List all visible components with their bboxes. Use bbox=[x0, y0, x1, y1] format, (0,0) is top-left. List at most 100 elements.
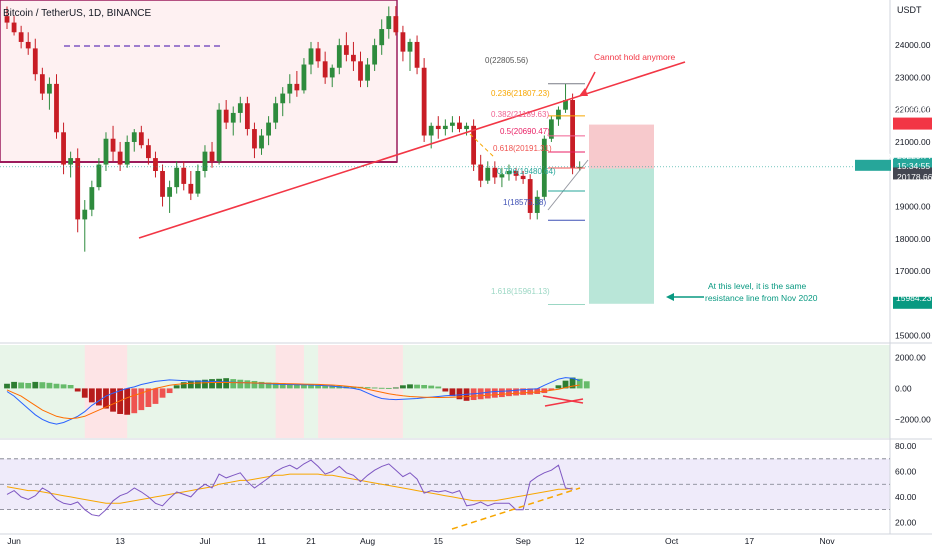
candle-body-53 bbox=[379, 29, 385, 46]
price-tick-label-4: 19000.00 bbox=[895, 201, 931, 211]
rsi-ma-line bbox=[6, 473, 573, 504]
macd-histogram-bar-0 bbox=[4, 383, 10, 389]
macd-histogram-bar-70 bbox=[499, 388, 505, 398]
candle-body-18 bbox=[131, 132, 137, 142]
candle-body-19 bbox=[138, 132, 144, 146]
macd-histogram-bar-45 bbox=[322, 385, 329, 389]
candle-body-66 bbox=[471, 125, 477, 165]
time-tick-label-0: Jun bbox=[7, 536, 21, 546]
entry-price-tag: 20178.66 bbox=[897, 172, 932, 182]
macd-histogram-bar-52 bbox=[371, 387, 378, 389]
candle-body-3 bbox=[25, 41, 31, 49]
macd-histogram-bar-59 bbox=[421, 384, 428, 389]
rsi-tick-label-2: 40.00 bbox=[895, 492, 917, 502]
macd-histogram-bar-14 bbox=[103, 388, 109, 409]
macd-histogram-bar-72 bbox=[513, 388, 519, 396]
time-tick-label-7: Sep bbox=[516, 536, 531, 546]
candle-body-16 bbox=[117, 151, 123, 165]
macd-histogram-bar-34 bbox=[244, 380, 251, 389]
macd-histogram-bar-78 bbox=[555, 385, 562, 389]
candle-body-30 bbox=[216, 109, 222, 162]
candle-body-15 bbox=[110, 138, 116, 152]
macd-histogram-bar-20 bbox=[145, 388, 152, 407]
drawing-zones bbox=[0, 0, 654, 304]
fib-1-label: 1(18575.38) bbox=[503, 198, 546, 207]
candle-body-21 bbox=[153, 158, 158, 171]
macd-histogram-bar-62 bbox=[442, 388, 449, 392]
annotation-resistance-1: At this level, it is the same bbox=[708, 281, 807, 291]
time-tick-label-8: 12 bbox=[575, 536, 585, 546]
time-tick-label-5: Aug bbox=[360, 536, 375, 546]
macd-histogram-bar-75 bbox=[534, 388, 541, 394]
macd-histogram-bar-54 bbox=[385, 387, 392, 389]
candle-body-12 bbox=[89, 187, 95, 210]
candle-body-68 bbox=[485, 167, 491, 181]
macd-histogram-bar-82 bbox=[583, 381, 590, 389]
macd-histogram-bar-41 bbox=[293, 383, 300, 389]
candle-body-28 bbox=[202, 151, 208, 171]
candle-body-60 bbox=[428, 125, 434, 136]
macd-histogram-bar-71 bbox=[506, 388, 512, 397]
candle-body-78 bbox=[556, 109, 561, 120]
currency-label: USDT bbox=[897, 5, 922, 15]
last-price-countdown: 15:34:55 bbox=[897, 161, 930, 171]
macd-histogram-bar-35 bbox=[251, 380, 258, 389]
macd-histogram-bar-53 bbox=[378, 387, 385, 389]
price-tick-label-6: 17000.00 bbox=[895, 266, 931, 276]
macd-histogram-bar-49 bbox=[350, 386, 357, 389]
candle-body-42 bbox=[301, 64, 307, 91]
candle-body-4 bbox=[32, 48, 38, 75]
macd-histogram-bar-67 bbox=[477, 388, 484, 400]
drawings bbox=[0, 45, 890, 306]
macd-histogram-bar-28 bbox=[202, 379, 208, 389]
macd-histogram-bar-19 bbox=[138, 388, 145, 411]
macd-histogram-bar-6 bbox=[46, 382, 53, 389]
candle-body-80 bbox=[570, 100, 575, 168]
macd-histogram-bar-73 bbox=[520, 388, 527, 395]
candle-body-35 bbox=[252, 129, 257, 149]
annotation-resistance-2: resistance line from Nov 2020 bbox=[705, 293, 818, 303]
macd-histogram-bar-42 bbox=[301, 384, 307, 389]
macd-histogram-bar-80 bbox=[569, 377, 576, 389]
fib-dashed-leg bbox=[469, 133, 496, 159]
macd-histogram-bar-9 bbox=[67, 384, 74, 389]
macd-histogram-bar-2 bbox=[18, 382, 25, 389]
fib-05-label: 0.5(20690.47) bbox=[500, 127, 550, 136]
macd-histogram-bar-38 bbox=[272, 382, 279, 389]
candle-body-10 bbox=[75, 158, 81, 220]
candle-body-38 bbox=[273, 103, 279, 123]
macd-histogram-bar-56 bbox=[400, 385, 406, 389]
macd-tick-label-2: −2000.00 bbox=[895, 414, 931, 424]
time-tick-label-3: 11 bbox=[257, 536, 266, 546]
macd-histogram-bar-18 bbox=[131, 388, 138, 414]
macd-histogram-bar-21 bbox=[152, 388, 159, 404]
symbol-tag-box bbox=[855, 159, 891, 171]
candles bbox=[4, 6, 583, 252]
candle-body-77 bbox=[548, 119, 554, 139]
rsi-tick-label-3: 20.00 bbox=[895, 517, 917, 527]
candle-body-20 bbox=[146, 145, 151, 159]
annotation-arrowhead bbox=[579, 88, 588, 96]
macd-histogram-bar-30 bbox=[216, 378, 222, 389]
candle-body-56 bbox=[400, 32, 406, 52]
time-tick-label-9: Oct bbox=[665, 536, 679, 546]
macd-histogram-bar-74 bbox=[527, 388, 534, 395]
candle-body-55 bbox=[393, 16, 399, 33]
candle-body-49 bbox=[351, 54, 356, 62]
macd-histogram-bar-44 bbox=[315, 384, 321, 389]
price-tick-label-0: 24000.00 bbox=[895, 40, 931, 50]
candle-body-5 bbox=[39, 74, 45, 94]
candle-body-59 bbox=[421, 67, 427, 136]
time-tick-label-1: 13 bbox=[115, 536, 125, 546]
price-tag-box-0 bbox=[893, 117, 932, 130]
candle-body-17 bbox=[124, 141, 130, 165]
macd-histogram-bar-57 bbox=[407, 384, 413, 389]
candle-body-47 bbox=[336, 45, 342, 68]
macd-histogram-bar-1 bbox=[11, 381, 17, 389]
candle-body-33 bbox=[237, 103, 243, 113]
candle-body-24 bbox=[174, 167, 180, 188]
price-tick-label-3: 21000.00 bbox=[895, 137, 931, 147]
candle-body-70 bbox=[499, 174, 505, 178]
macd-histogram-bar-33 bbox=[237, 379, 244, 389]
